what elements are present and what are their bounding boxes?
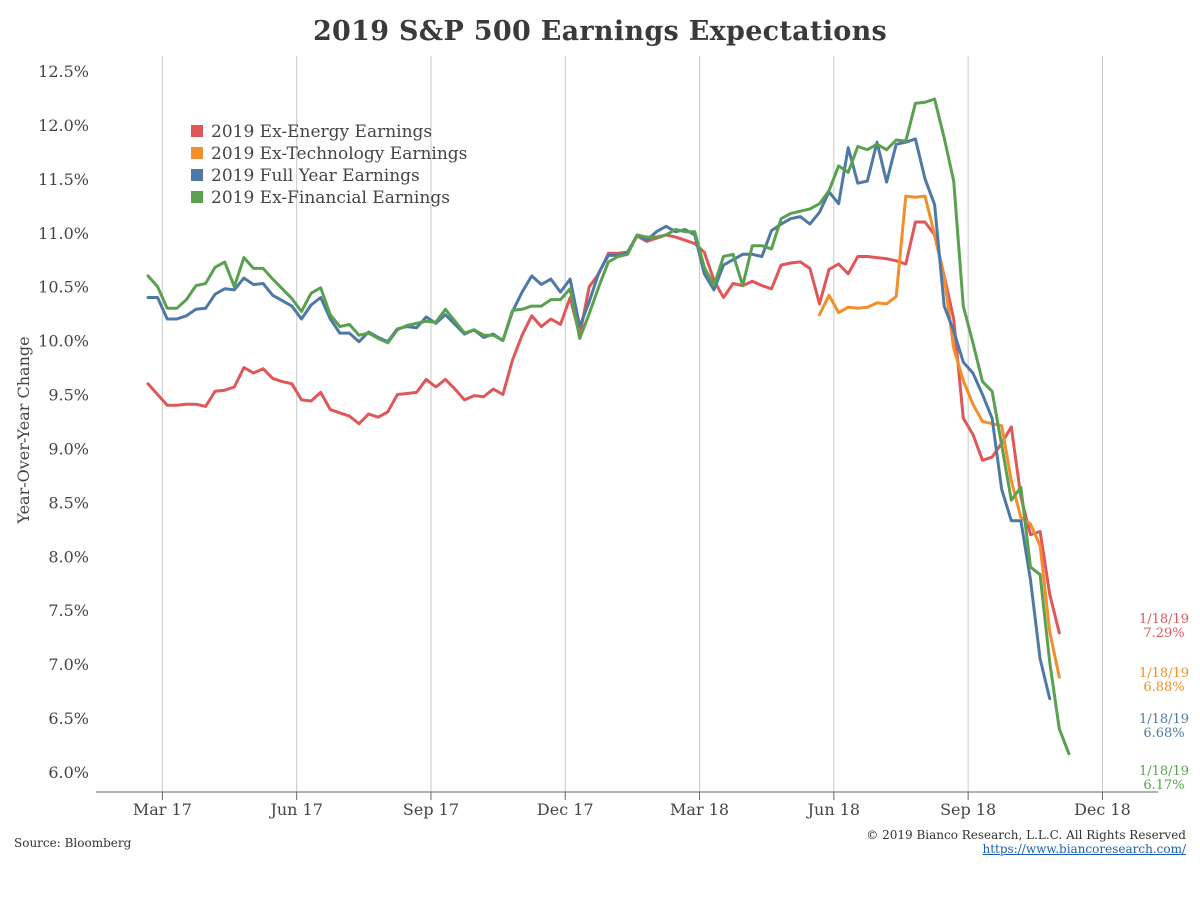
legend-swatch-1 — [191, 147, 203, 159]
end-label-date: 1/18/19 — [1139, 712, 1189, 727]
end-label-value: 6.68% — [1143, 726, 1184, 741]
x-tick-label: Sep 17 — [403, 800, 459, 819]
y-tick-label: 11.0% — [38, 224, 89, 243]
x-axis-ticks: Mar 17 Jun 17 Sep 17 Dec 17 Mar 18 Jun 18 Sep … — [133, 792, 1131, 819]
end-label-date: 1/18/19 — [1139, 666, 1189, 681]
x-tick-label: Mar 17 — [133, 800, 192, 819]
y-tick-label: 12.0% — [38, 116, 89, 135]
series-lines — [146, 97, 1071, 756]
y-axis-ticks: 12.5% 12.0% 11.5% 11.0% 10.5% 10.0% 9.5% 9.0% 8.… — [38, 62, 89, 782]
legend-swatch-0 — [191, 125, 203, 137]
y-tick-label: 9.5% — [48, 386, 89, 405]
copyright-note: © 2019 Bianco Research, L.L.C. All Right… — [866, 828, 1186, 842]
end-label-date: 1/18/19 — [1139, 612, 1189, 627]
end-label-value: 6.88% — [1143, 680, 1184, 695]
y-tick-label: 12.5% — [38, 62, 89, 81]
end-label-value: 7.29% — [1143, 626, 1184, 641]
legend-label: 2019 Full Year Earnings — [211, 166, 420, 186]
y-tick-label: 6.0% — [48, 763, 89, 782]
y-tick-label: 7.0% — [48, 655, 89, 674]
x-tick-label: Mar 18 — [670, 800, 729, 819]
legend-label: 2019 Ex-Energy Earnings — [211, 122, 432, 142]
y-tick-label: 6.5% — [48, 709, 89, 728]
legend-label: 2019 Ex-Financial Earnings — [211, 188, 450, 208]
y-axis-label: Year-Over-Year Change — [14, 336, 33, 524]
legend-label: 2019 Ex-Technology Earnings — [211, 144, 467, 164]
series-line-0 — [146, 220, 1061, 635]
x-tick-label: Dec 17 — [537, 800, 594, 819]
chart-title: 2019 S&P 500 Earnings Expectations — [312, 16, 888, 47]
source-note: Source: Bloomberg — [14, 836, 132, 850]
x-tick-label: Jun 17 — [268, 800, 322, 819]
series-line-3 — [146, 97, 1071, 756]
x-tick-label: Dec 18 — [1074, 800, 1131, 819]
y-tick-label: 9.0% — [48, 439, 89, 458]
y-tick-label: 11.5% — [38, 170, 89, 189]
y-tick-label: 10.5% — [38, 278, 89, 297]
x-tick-label: Sep 18 — [940, 800, 996, 819]
x-tick-label: Jun 18 — [806, 800, 860, 819]
y-tick-label: 8.0% — [48, 547, 89, 566]
series-line-2 — [146, 137, 1052, 701]
legend-swatch-2 — [191, 169, 203, 181]
y-tick-label: 8.5% — [48, 493, 89, 512]
end-label-value: 6.17% — [1143, 778, 1184, 793]
vertical-gridlines — [161, 56, 1103, 792]
website-link[interactable]: https://www.biancoresearch.com/ — [982, 842, 1186, 856]
y-tick-label: 10.0% — [38, 332, 89, 351]
legend-swatch-3 — [191, 191, 203, 203]
end-labels: 1/18/197.29%1/18/196.88%1/18/196.68%1/18… — [1139, 612, 1189, 793]
y-tick-label: 7.5% — [48, 601, 89, 620]
end-label-date: 1/18/19 — [1139, 764, 1189, 779]
